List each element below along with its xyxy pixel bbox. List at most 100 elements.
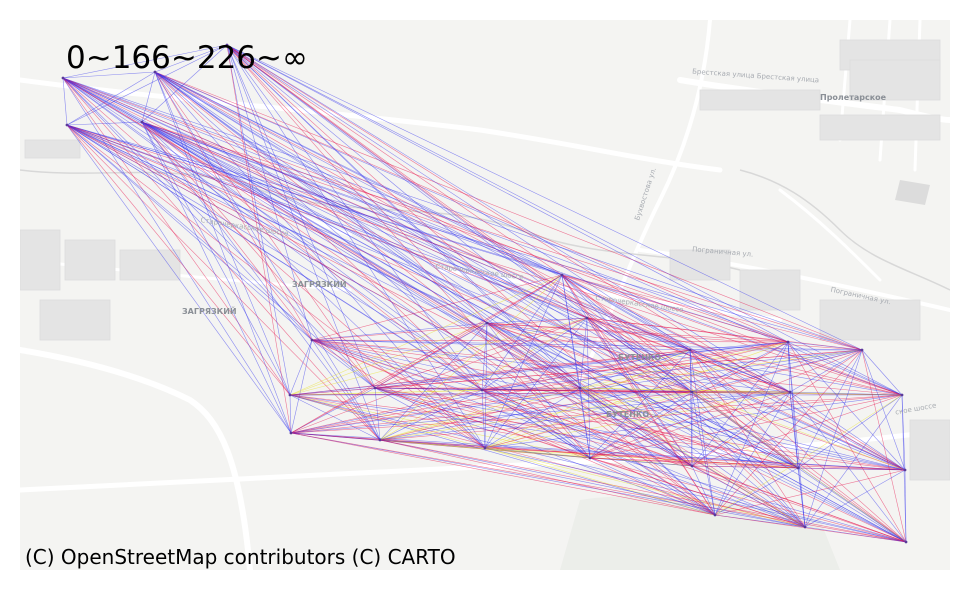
od-edge <box>289 394 906 471</box>
od-edge <box>789 391 907 543</box>
od-edge <box>689 341 789 351</box>
od-edge <box>226 44 693 393</box>
od-edge <box>289 394 292 434</box>
od-node-n3 <box>225 43 229 47</box>
od-edge <box>62 77 483 391</box>
od-edge <box>561 274 789 343</box>
od-edge <box>62 77 863 351</box>
od-edge <box>374 387 907 543</box>
od-edge <box>484 322 488 449</box>
od-edge <box>141 121 716 516</box>
od-edge <box>374 387 381 441</box>
od-edge <box>484 349 863 449</box>
od-edge <box>226 44 799 469</box>
od-edge <box>374 349 691 389</box>
od-edge <box>787 341 907 543</box>
od-edge <box>290 394 903 434</box>
od-edge <box>226 44 907 543</box>
od-edge <box>691 394 903 467</box>
od-edge <box>154 71 716 516</box>
od-node-n12 <box>480 388 484 392</box>
od-edge <box>586 317 716 516</box>
od-edge <box>379 349 863 441</box>
od-edge <box>691 391 716 516</box>
od-node-n25 <box>900 393 904 397</box>
od-edge <box>62 77 716 516</box>
od-edge <box>141 121 486 449</box>
od-edge <box>561 274 863 351</box>
od-edge <box>714 349 863 516</box>
od-edge <box>289 394 799 469</box>
od-edge <box>586 317 903 396</box>
od-edge <box>797 467 806 528</box>
od-edge <box>689 349 693 467</box>
map-attribution: (C) OpenStreetMap contributors (C) CARTO <box>25 545 456 569</box>
od-edge <box>481 349 691 391</box>
od-edge <box>379 439 716 516</box>
od-node-n7 <box>288 393 292 397</box>
od-edge <box>579 349 863 389</box>
od-node-n10 <box>378 438 382 442</box>
od-edge <box>226 44 483 391</box>
od-edge <box>804 526 907 543</box>
od-edge <box>861 349 906 471</box>
od-edge <box>714 341 789 516</box>
od-edge <box>311 339 693 393</box>
od-edge <box>714 469 906 516</box>
od-edge <box>579 341 789 389</box>
od-edge <box>141 121 381 441</box>
od-edge <box>141 121 292 434</box>
od-edge <box>141 121 789 343</box>
od-edge <box>579 387 906 471</box>
od-edge <box>141 121 693 393</box>
od-node-n23 <box>796 466 800 470</box>
od-edge <box>486 322 789 343</box>
map-canvas[interactable]: Пролетарское ЗАГРЯЗКИЙ ЗАГРЯЗКИЙ БУТЕНКО… <box>20 20 950 570</box>
od-node-n1 <box>61 76 65 80</box>
od-edge <box>797 467 906 471</box>
od-edge <box>484 391 693 449</box>
od-node-n27 <box>713 513 717 517</box>
od-node-n6 <box>310 338 314 342</box>
od-edge <box>379 389 483 441</box>
place-label-butenko-2: БУТЕНКО <box>606 410 650 419</box>
od-edge <box>154 71 563 276</box>
od-edge <box>289 274 563 396</box>
od-edge <box>486 322 716 516</box>
od-edge <box>714 467 799 516</box>
place-label-zagryazhsky-1: ЗАГРЯЗКИЙ <box>292 280 347 289</box>
od-edge <box>379 387 581 441</box>
od-edge <box>66 124 863 351</box>
od-node-n19 <box>690 390 694 394</box>
od-edge <box>226 44 588 319</box>
od-edge <box>154 71 376 389</box>
od-edge <box>561 274 691 351</box>
od-edge <box>154 71 483 391</box>
od-edge <box>62 77 381 441</box>
od-edge <box>62 71 156 79</box>
od-edge <box>714 391 791 516</box>
od-edge <box>561 274 588 319</box>
od-edge <box>486 322 863 351</box>
od-edge <box>290 387 376 434</box>
od-edge <box>141 71 156 123</box>
od-edge <box>62 77 906 471</box>
od-edge <box>374 317 588 389</box>
od-edge <box>62 77 591 459</box>
od-edge <box>586 317 691 351</box>
od-edge <box>154 71 791 393</box>
od-edge <box>374 274 563 389</box>
od-edge <box>154 71 291 396</box>
building-blocks <box>20 39 950 481</box>
od-edge <box>804 394 903 528</box>
od-edge <box>714 394 903 516</box>
od-edge <box>579 387 693 467</box>
od-edge <box>486 317 588 324</box>
od-node-n22 <box>788 390 792 394</box>
od-edge <box>62 77 789 343</box>
od-edge <box>290 389 483 434</box>
od-edge <box>379 391 791 441</box>
od-edge <box>154 44 228 73</box>
od-edge <box>290 341 789 434</box>
od-edge <box>579 387 907 543</box>
